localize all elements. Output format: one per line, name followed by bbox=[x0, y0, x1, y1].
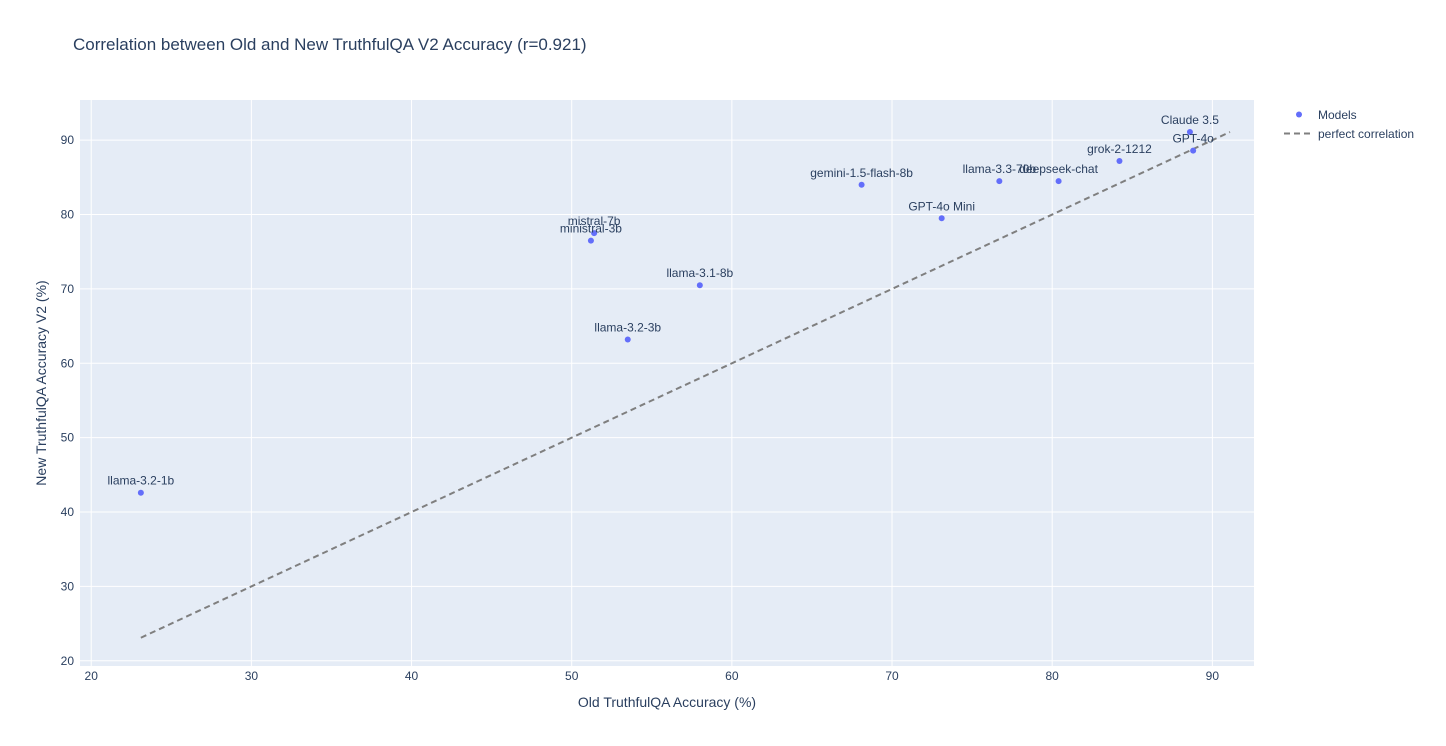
y-tick-label: 60 bbox=[61, 356, 75, 370]
x-tick-label: 60 bbox=[725, 669, 739, 683]
data-point-label: GPT-4o Mini bbox=[908, 199, 975, 213]
data-point[interactable] bbox=[938, 215, 945, 222]
x-tick-label: 30 bbox=[245, 669, 259, 683]
y-tick-label: 40 bbox=[61, 505, 75, 519]
data-point-label: llama-3.3-70b bbox=[963, 162, 1037, 176]
data-point[interactable] bbox=[587, 237, 594, 244]
legend-item-models[interactable]: Models bbox=[1296, 108, 1357, 122]
perfect-correlation-line bbox=[140, 131, 1231, 639]
chart-title: Correlation between Old and New Truthful… bbox=[73, 35, 587, 54]
gridlines bbox=[80, 100, 1254, 666]
data-point-label: deepseek-chat bbox=[1019, 162, 1098, 176]
x-tick-labels: 20 30 40 50 60 70 80 90 bbox=[85, 669, 1220, 683]
y-tick-label: 70 bbox=[61, 282, 75, 296]
x-tick-label: 70 bbox=[885, 669, 899, 683]
x-tick-label: 80 bbox=[1046, 669, 1060, 683]
data-point[interactable] bbox=[696, 282, 703, 289]
legend-label-models: Models bbox=[1318, 108, 1357, 122]
y-tick-label: 30 bbox=[61, 579, 75, 593]
data-point-label: llama-3.1-8b bbox=[666, 266, 733, 280]
y-tick-labels: 20 30 40 50 60 70 80 90 bbox=[61, 133, 75, 668]
data-point-label: llama-3.2-1b bbox=[108, 474, 175, 488]
x-tick-label: 50 bbox=[565, 669, 579, 683]
data-point-label: Claude 3.5 bbox=[1161, 113, 1219, 127]
legend-label-perfect-correlation: perfect correlation bbox=[1318, 127, 1414, 141]
x-tick-label: 40 bbox=[405, 669, 419, 683]
data-point-label: grok-2-1212 bbox=[1087, 142, 1152, 156]
data-point[interactable] bbox=[1186, 128, 1193, 135]
data-point-label: GPT-4o bbox=[1172, 132, 1214, 146]
data-point[interactable] bbox=[996, 178, 1003, 185]
data-point[interactable] bbox=[1055, 178, 1062, 185]
y-tick-label: 80 bbox=[61, 208, 75, 222]
x-axis-title: Old TruthfulQA Accuracy (%) bbox=[578, 694, 756, 710]
legend-item-perfect-correlation[interactable]: perfect correlation bbox=[1284, 127, 1414, 141]
data-point-label: ministral-3b bbox=[560, 222, 622, 236]
legend[interactable]: Models perfect correlation bbox=[1284, 108, 1414, 141]
data-point[interactable] bbox=[1190, 147, 1197, 154]
data-point-label: mistral-7b bbox=[568, 214, 621, 228]
plot-background bbox=[80, 100, 1254, 666]
x-tick-label: 90 bbox=[1206, 669, 1220, 683]
data-point[interactable] bbox=[1116, 157, 1123, 164]
data-point[interactable] bbox=[858, 181, 865, 188]
x-tick-label: 20 bbox=[85, 669, 99, 683]
legend-marker-models bbox=[1296, 111, 1302, 118]
y-axis-title: New TruthfulQA Accuracy V2 (%) bbox=[33, 280, 49, 485]
data-point-label: llama-3.2-3b bbox=[594, 320, 661, 334]
data-point-label: gemini-1.5-flash-8b bbox=[810, 166, 913, 180]
data-point[interactable] bbox=[137, 489, 144, 496]
y-tick-label: 20 bbox=[61, 654, 75, 668]
data-point[interactable] bbox=[591, 230, 598, 237]
y-tick-label: 50 bbox=[61, 431, 75, 445]
y-tick-label: 90 bbox=[61, 133, 75, 147]
data-point[interactable] bbox=[624, 336, 631, 343]
